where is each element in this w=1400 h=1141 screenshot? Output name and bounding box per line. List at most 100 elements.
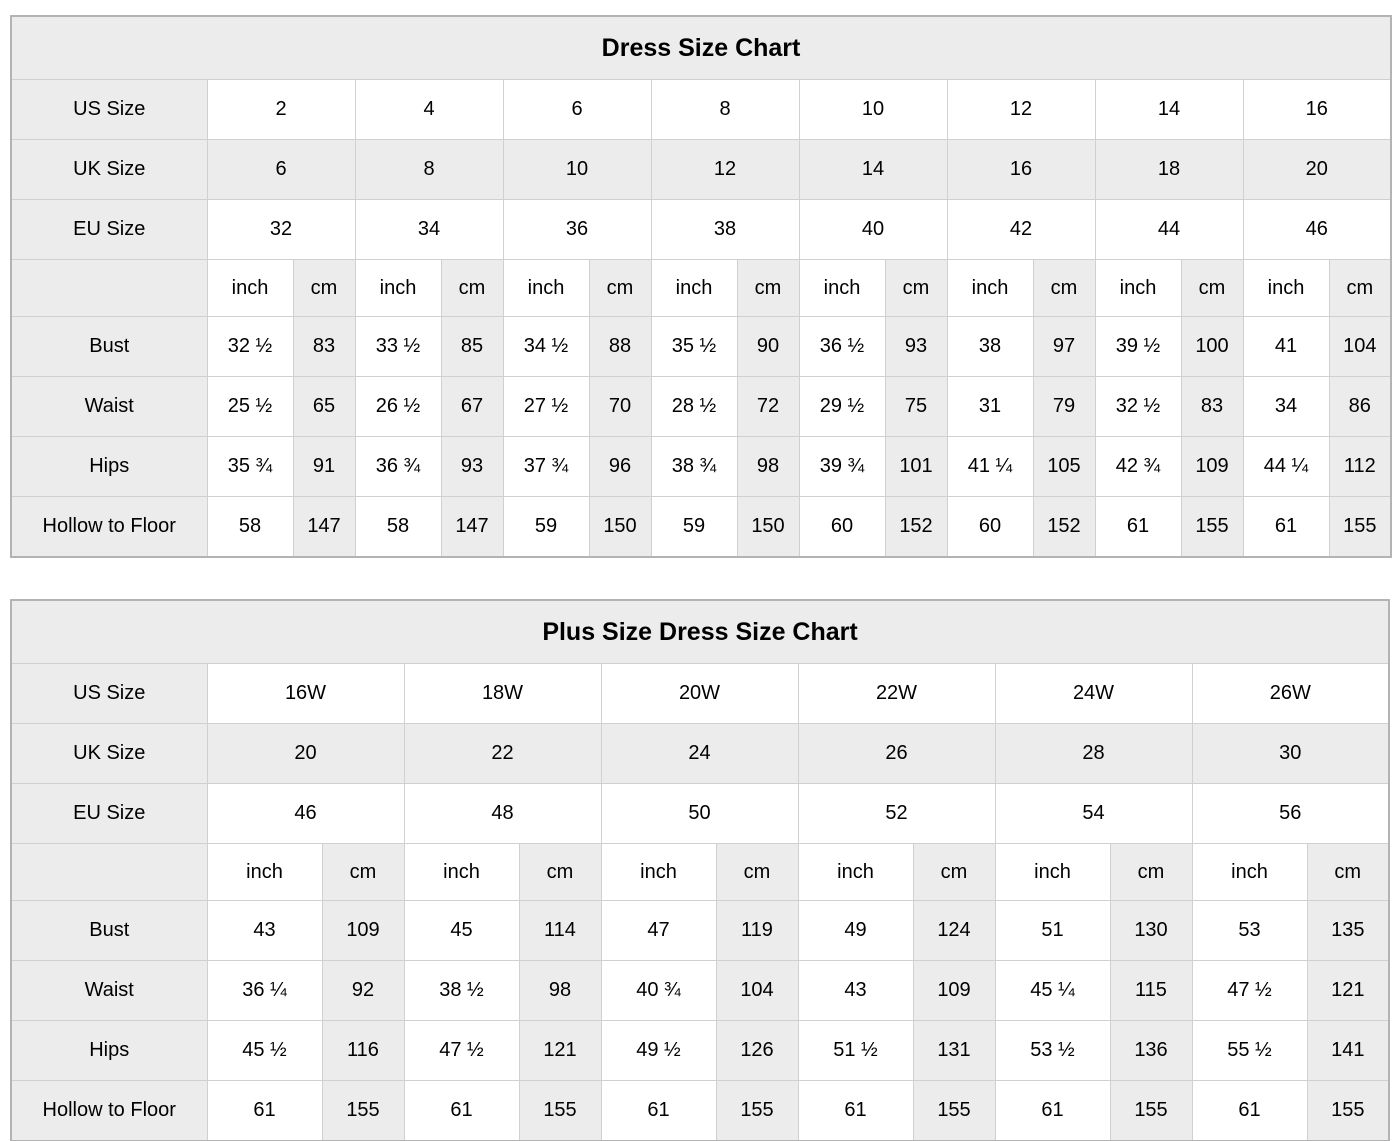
measure-cm-value: 155 [1109,1080,1193,1141]
size-value: 54 [994,783,1193,844]
unit-label-cm: cm [736,259,800,317]
measure-inch-value: 33 ½ [354,316,442,377]
unit-label-cm: cm [884,259,948,317]
row-label: Hips [10,1020,208,1081]
unit-label-inch: inch [600,843,717,901]
measure-inch-value: 61 [403,1080,520,1141]
size-value: 30 [1191,723,1390,784]
size-value: 12 [946,79,1096,140]
measure-inch-value: 61 [206,1080,323,1141]
measure-inch-value: 51 [994,900,1111,961]
measure-cm-value: 105 [1032,436,1096,497]
measure-cm-value: 124 [912,900,996,961]
size-value: 8 [650,79,800,140]
measure-inch-value: 59 [502,496,590,558]
unit-label-inch: inch [946,259,1034,317]
measure-inch-value: 47 ½ [403,1020,520,1081]
measure-inch-value: 38 [946,316,1034,377]
measure-inch-value: 29 ½ [798,376,886,437]
measure-cm-value: 155 [321,1080,405,1141]
row-label: US Size [10,79,208,140]
measure-inch-value: 43 [797,960,914,1021]
measure-inch-value: 25 ½ [206,376,294,437]
size-value: 56 [1191,783,1390,844]
measure-inch-value: 61 [994,1080,1111,1141]
plus-size-dress-size-chart-table: Plus Size Dress Size Chart US Size 16W 18W 2… [10,599,1391,1141]
unit-label-cm: cm [1180,259,1244,317]
measure-cm-value: 88 [588,316,652,377]
measure-inch-value: 61 [1191,1080,1308,1141]
unit-header-row: inch cm inch cm inch cm inch cm inch cm inch cm inch… [10,259,1392,317]
measure-inch-value: 45 [403,900,520,961]
row-label: Hollow to Floor [10,496,208,558]
row-label: US Size [10,663,208,724]
measure-inch-value: 61 [1094,496,1182,558]
measure-inch-value: 53 [1191,900,1308,961]
measure-inch-value: 59 [650,496,738,558]
size-value: 34 [354,199,504,260]
size-value: 16 [1242,79,1392,140]
measure-inch-value: 47 ½ [1191,960,1308,1021]
unit-label-cm: cm [1328,259,1392,317]
measure-cm-value: 147 [292,496,356,558]
measure-cm-value: 79 [1032,376,1096,437]
measure-inch-value: 38 ½ [403,960,520,1021]
unit-label-inch: inch [403,843,520,901]
size-value: 48 [403,783,602,844]
size-value: 24W [994,663,1193,724]
measure-cm-value: 112 [1328,436,1392,497]
measure-inch-value: 43 [206,900,323,961]
measure-cm-value: 131 [912,1020,996,1081]
measure-cm-value: 155 [1328,496,1392,558]
measure-cm-value: 155 [518,1080,602,1141]
measure-inch-value: 55 ½ [1191,1020,1308,1081]
unit-label-inch: inch [797,843,914,901]
measure-cm-value: 141 [1306,1020,1390,1081]
row-label: Bust [10,316,208,377]
measure-inch-value: 53 ½ [994,1020,1111,1081]
measure-cm-value: 93 [440,436,504,497]
unit-label-cm: cm [912,843,996,901]
size-value: 20 [1242,139,1392,200]
table-title-row: Plus Size Dress Size Chart [10,599,1390,664]
table-title: Plus Size Dress Size Chart [10,599,1390,664]
measure-cm-value: 100 [1180,316,1244,377]
unit-label-inch: inch [1094,259,1182,317]
size-row: UK Size 6 8 10 12 14 16 18 20 [10,139,1392,200]
unit-label-inch: inch [206,259,294,317]
measure-inch-value: 36 ¼ [206,960,323,1021]
measure-inch-value: 32 ½ [206,316,294,377]
size-value: 4 [354,79,504,140]
measure-inch-value: 31 [946,376,1034,437]
measure-cm-value: 104 [715,960,799,1021]
measure-inch-value: 34 [1242,376,1330,437]
measure-inch-value: 58 [206,496,294,558]
size-row: UK Size 20 22 24 26 28 30 [10,723,1390,784]
size-value: 46 [1242,199,1392,260]
measure-inch-value: 49 [797,900,914,961]
row-label: Hips [10,436,208,497]
size-row: EU Size 32 34 36 38 40 42 44 46 [10,199,1392,260]
measure-inch-value: 60 [946,496,1034,558]
unit-label-cm: cm [715,843,799,901]
size-value: 46 [206,783,405,844]
measure-inch-value: 41 [1242,316,1330,377]
size-value: 22 [403,723,602,784]
size-row: US Size 2 4 6 8 10 12 14 16 [10,79,1392,140]
measure-cm-value: 96 [588,436,652,497]
row-label: Waist [10,376,208,437]
unit-label-inch: inch [1191,843,1308,901]
measure-cm-value: 109 [321,900,405,961]
size-value: 44 [1094,199,1244,260]
unit-header-row: inch cm inch cm inch cm inch cm inch cm inch cm [10,843,1390,901]
size-value: 40 [798,199,948,260]
unit-label-inch: inch [1242,259,1330,317]
size-value: 18 [1094,139,1244,200]
unit-label-cm: cm [588,259,652,317]
measure-inch-value: 36 ½ [798,316,886,377]
measure-inch-value: 34 ½ [502,316,590,377]
size-value: 32 [206,199,356,260]
measure-cm-value: 115 [1109,960,1193,1021]
